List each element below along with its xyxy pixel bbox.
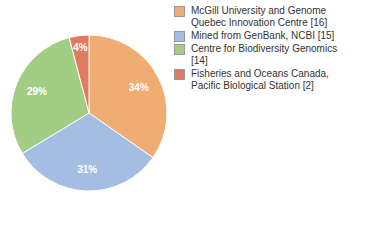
svg-text:31%: 31%	[77, 164, 97, 175]
svg-text:29%: 29%	[27, 86, 47, 97]
html-text:Mined from GenBank, NCBI [15]: Mined from GenBank, NCBI [15]	[191, 30, 335, 41]
html-text:McGill University and Genome Q: McGill University and Genome Quebec Inno…	[191, 5, 328, 28]
svg-text:4%: 4%	[73, 42, 88, 53]
html-text:Centre for Biodiversity Genomi: Centre for Biodiversity Genomics [14]	[191, 43, 338, 66]
html-text:Fisheries and Oceans Canada, P: Fisheries and Oceans Canada, Pacific Bio…	[191, 68, 329, 91]
svg-text:34%: 34%	[129, 82, 149, 93]
